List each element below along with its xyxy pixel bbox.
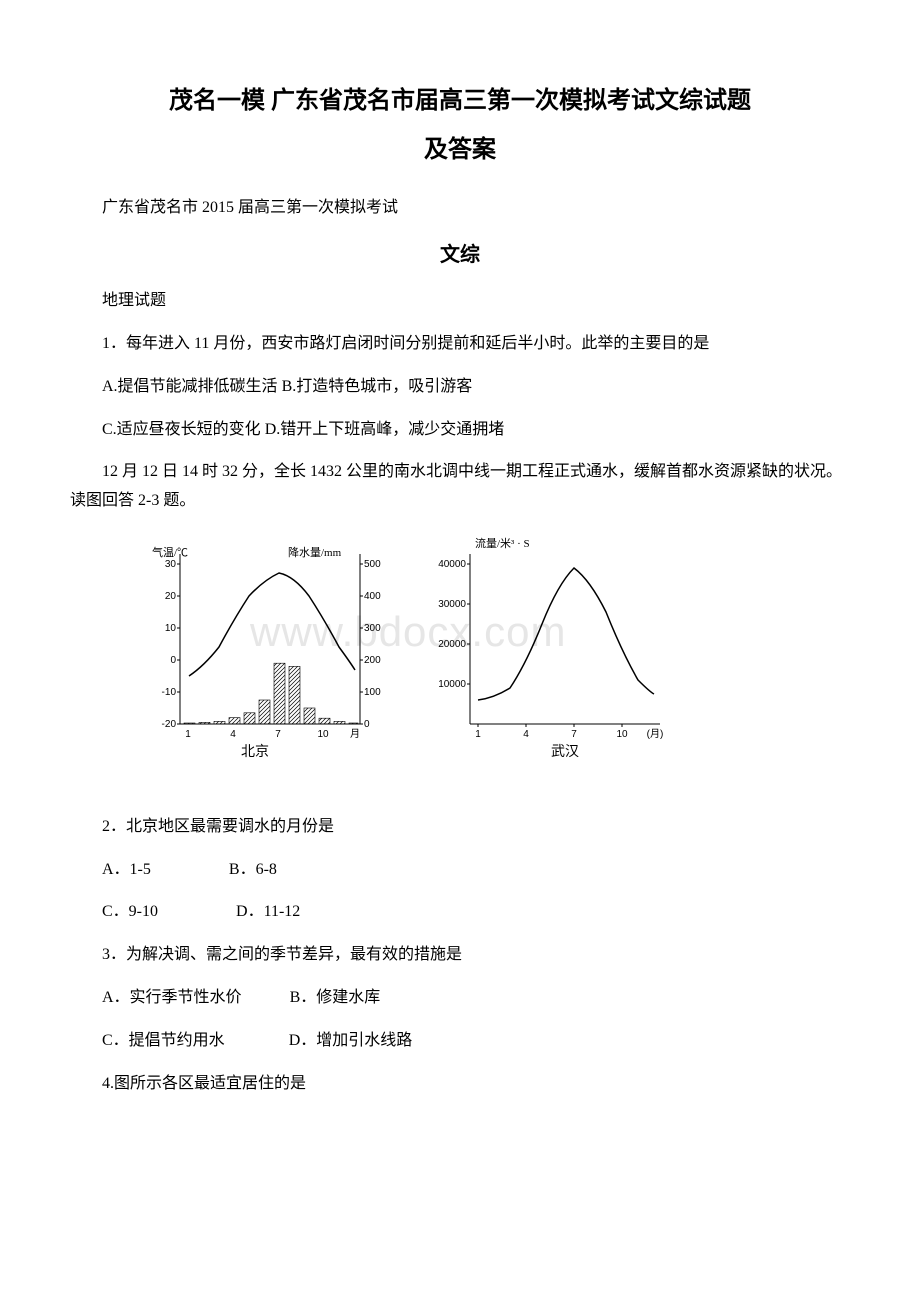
- svg-text:月: 月: [350, 728, 360, 740]
- context-2-3: 12 月 12 日 14 时 32 分，全长 1432 公里的南水北调中线一期工…: [70, 458, 850, 516]
- svg-text:7: 7: [571, 729, 577, 740]
- q2-opt-a: A．1-5: [102, 861, 151, 878]
- q2-options-line2: C．9-10 D．11-12: [70, 898, 850, 927]
- svg-text:降水量/mm: 降水量/mm: [288, 545, 342, 559]
- q3-options-line2: C．提倡节约用水 D．增加引水线路: [70, 1027, 850, 1056]
- svg-text:10: 10: [616, 729, 628, 740]
- svg-text:30000: 30000: [438, 599, 466, 610]
- svg-text:4: 4: [523, 729, 529, 740]
- section-label: 地理试题: [70, 287, 850, 316]
- q2-opt-d: D．11-12: [236, 903, 300, 920]
- q2-stem: 2．北京地区最需要调水的月份是: [70, 813, 850, 842]
- doc-title-line1: 茂名一模 广东省茂名市届高三第一次模拟考试文综试题: [70, 80, 850, 123]
- intro-text: 广东省茂名市 2015 届高三第一次模拟考试: [70, 194, 850, 223]
- svg-text:100: 100: [364, 687, 381, 698]
- svg-text:武汉: 武汉: [551, 744, 579, 760]
- q2-opt-b: B．6-8: [229, 861, 277, 878]
- q3-opt-b: B．修建水库: [290, 989, 381, 1006]
- svg-text:流量/米³ · S: 流量/米³ · S: [475, 536, 530, 550]
- svg-text:20: 20: [165, 591, 177, 602]
- svg-text:0: 0: [364, 719, 370, 730]
- svg-text:500: 500: [364, 559, 381, 570]
- svg-text:10: 10: [317, 729, 329, 740]
- q3-opt-a: A．实行季节性水价: [102, 989, 242, 1006]
- svg-text:气温/℃: 气温/℃: [152, 545, 188, 559]
- q4-stem: 4.图所示各区最适宜居住的是: [70, 1070, 850, 1099]
- q1-opt-c: C.适应昼夜长短的变化: [102, 421, 261, 438]
- q2-opt-c: C．9-10: [102, 903, 158, 920]
- svg-text:1: 1: [185, 729, 191, 740]
- svg-text:7: 7: [275, 729, 281, 740]
- q1-opt-a: A.提倡节能减排低碳生活: [102, 378, 278, 395]
- svg-text:(月): (月): [647, 728, 664, 740]
- svg-text:0: 0: [170, 655, 176, 666]
- svg-text:40000: 40000: [438, 559, 466, 570]
- q3-options-line1: A．实行季节性水价 B．修建水库: [70, 984, 850, 1013]
- q3-opt-d: D．增加引水线路: [289, 1032, 413, 1049]
- q1-stem: 1．每年进入 11 月份，西安市路灯启闭时间分别提前和延后半小时。此举的主要目的…: [70, 330, 850, 359]
- svg-text:10: 10: [165, 623, 177, 634]
- svg-text:-20: -20: [162, 719, 177, 730]
- svg-text:400: 400: [364, 591, 381, 602]
- svg-text:10000: 10000: [438, 679, 466, 690]
- svg-text:20000: 20000: [438, 639, 466, 650]
- svg-text:200: 200: [364, 655, 381, 666]
- q1-options-line2: C.适应昼夜长短的变化 D.错开上下班高峰，减少交通拥堵: [70, 416, 850, 445]
- q3-stem: 3．为解决调、需之间的季节差异，最有效的措施是: [70, 941, 850, 970]
- doc-title-line2: 及答案: [70, 129, 850, 172]
- svg-text:30: 30: [165, 559, 177, 570]
- q2-options-line1: A．1-5 B．6-8: [70, 856, 850, 885]
- charts-container: www.bdocx.com -20 -10 0 10 20 30: [130, 534, 850, 785]
- q1-opt-d: D.错开上下班高峰，减少交通拥堵: [265, 421, 505, 438]
- q1-opt-b: B.打造特色城市，吸引游客: [282, 378, 473, 395]
- svg-text:1: 1: [475, 729, 481, 740]
- svg-text:300: 300: [364, 623, 381, 634]
- q3-opt-c: C．提倡节约用水: [102, 1032, 225, 1049]
- svg-text:北京: 北京: [241, 744, 269, 760]
- svg-text:4: 4: [230, 729, 236, 740]
- subject-heading: 文综: [70, 237, 850, 273]
- beijing-wuhan-charts: -20 -10 0 10 20 30 0 100 200: [130, 534, 690, 774]
- q1-options-line1: A.提倡节能减排低碳生活 B.打造特色城市，吸引游客: [70, 373, 850, 402]
- svg-text:-10: -10: [162, 687, 177, 698]
